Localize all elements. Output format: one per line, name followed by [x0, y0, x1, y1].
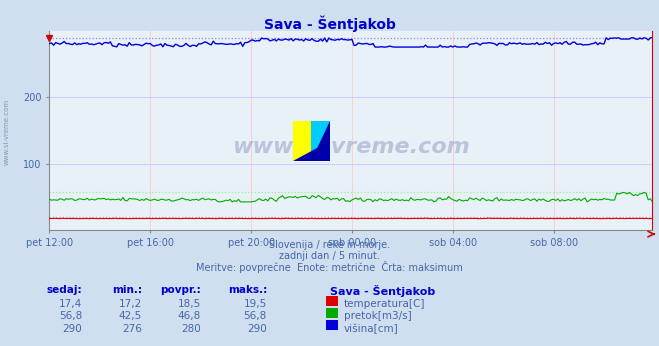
Polygon shape [293, 121, 312, 161]
Text: maks.:: maks.: [227, 285, 267, 295]
Text: 17,2: 17,2 [119, 299, 142, 309]
Text: Sava - Šentjakob: Sava - Šentjakob [264, 16, 395, 32]
Text: 56,8: 56,8 [244, 311, 267, 321]
Text: 46,8: 46,8 [178, 311, 201, 321]
Text: 19,5: 19,5 [244, 299, 267, 309]
Text: 18,5: 18,5 [178, 299, 201, 309]
Text: Slovenija / reke in morje.: Slovenija / reke in morje. [269, 240, 390, 251]
Text: min.:: min.: [111, 285, 142, 295]
Text: Sava - Šentjakob: Sava - Šentjakob [330, 285, 435, 298]
Text: www.si-vreme.com: www.si-vreme.com [232, 137, 470, 156]
Text: sedaj:: sedaj: [47, 285, 82, 295]
Text: 42,5: 42,5 [119, 311, 142, 321]
Text: Meritve: povprečne  Enote: metrične  Črta: maksimum: Meritve: povprečne Enote: metrične Črta:… [196, 261, 463, 273]
Text: 17,4: 17,4 [59, 299, 82, 309]
Text: temperatura[C]: temperatura[C] [344, 299, 426, 309]
Polygon shape [293, 141, 330, 161]
Polygon shape [312, 121, 330, 161]
Text: 280: 280 [181, 324, 201, 334]
Text: www.si-vreme.com: www.si-vreme.com [3, 98, 9, 165]
Text: 290: 290 [63, 324, 82, 334]
Text: 290: 290 [247, 324, 267, 334]
Text: pretok[m3/s]: pretok[m3/s] [344, 311, 412, 321]
Text: višina[cm]: višina[cm] [344, 324, 399, 334]
Polygon shape [312, 121, 330, 161]
Text: zadnji dan / 5 minut.: zadnji dan / 5 minut. [279, 251, 380, 261]
Text: 276: 276 [122, 324, 142, 334]
Text: povpr.:: povpr.: [160, 285, 201, 295]
Text: 56,8: 56,8 [59, 311, 82, 321]
